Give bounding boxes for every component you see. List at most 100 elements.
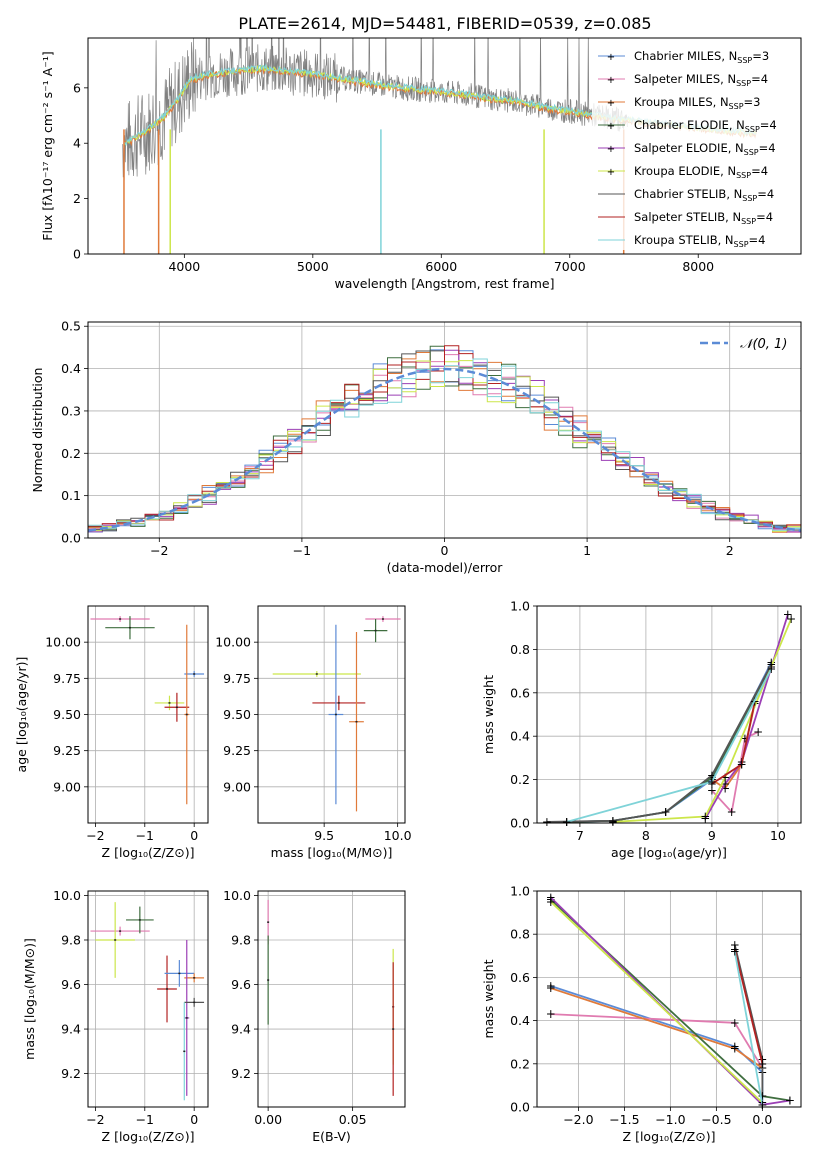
weight-series-marker: + xyxy=(785,1094,795,1108)
x-axis-label: E(B-V) xyxy=(312,1129,351,1144)
y-tick-label: 0.8 xyxy=(510,642,530,657)
weight-series-marker: + xyxy=(707,768,717,782)
weight-series-marker: + xyxy=(707,770,717,784)
x-axis-label: mass [log₁₀(M/M⊙)] xyxy=(271,845,393,860)
weight-series-marker: + xyxy=(720,781,730,795)
y-axis-label: mass weight xyxy=(481,675,496,754)
x-tick-label: 0 xyxy=(441,543,449,558)
axes-frame xyxy=(257,890,406,1108)
legend-label: Chabrier STELIB, NSSP=4 xyxy=(634,187,774,203)
legend-marker: + xyxy=(607,75,615,86)
y-tick-label: 0.2 xyxy=(510,772,530,787)
x-tick-label: 0.05 xyxy=(339,1112,367,1127)
y-tick-label: 0.2 xyxy=(510,1056,530,1071)
legend-marker: + xyxy=(607,121,615,132)
x-tick-label: −1.5 xyxy=(609,1112,639,1127)
legend-marker: + xyxy=(607,52,615,63)
weight-series-line xyxy=(566,668,773,823)
x-tick-label: 8 xyxy=(642,828,650,843)
weight_vs_z-panel: −2.0 −1.5 −1.0 −0.5 0.0 0.0 0.2 0.4 0.6 0.8 1.0 Z [… xyxy=(481,884,802,1144)
y-tick-label: 0.3 xyxy=(61,403,81,418)
y-axis-label: mass [log₁₀(M/M⊙)] xyxy=(22,938,37,1060)
weight-series-marker: + xyxy=(730,1040,740,1054)
y-tick-label: 0.8 xyxy=(510,927,530,942)
x-axis-label: wavelength [Angstrom, rest frame] xyxy=(334,276,554,291)
y-axis-label: Flux [fλ10⁻¹⁷ erg cm⁻² s⁻¹ A⁻¹] xyxy=(40,51,55,240)
x-tick-label: −2 xyxy=(86,828,104,843)
y-tick-label: 0.0 xyxy=(510,1100,530,1115)
y-tick-label: 0.0 xyxy=(510,816,530,831)
residual-histogram xyxy=(88,345,801,529)
legend-background xyxy=(592,44,798,250)
y-tick-label: 9.25 xyxy=(223,743,251,758)
weight-series-marker: + xyxy=(546,981,556,995)
weight-series-marker: + xyxy=(757,1052,767,1066)
weight-series-marker: + xyxy=(730,938,740,952)
x-tick-label: 2 xyxy=(726,543,734,558)
mass_vs_ebv-panel: 0.00 0.05 9.2 9.4 9.6 9.8 10.0 E(B-V) xyxy=(223,888,406,1144)
weight-series-marker: + xyxy=(730,1042,740,1056)
x-tick-label: 0 xyxy=(190,828,198,843)
legend-marker: + xyxy=(607,167,615,178)
x-tick-label: 1 xyxy=(583,543,591,558)
figure-title: PLATE=2614, MJD=54481, FIBERID=0539, z=0… xyxy=(238,14,651,33)
y-tick-label: 1.0 xyxy=(510,599,530,614)
weight-series-marker: + xyxy=(786,612,796,626)
weight-series-line xyxy=(733,949,764,1065)
legend-label: Chabrier MILES, NSSP=3 xyxy=(634,49,769,65)
weight-series-marker: + xyxy=(740,731,750,745)
legend-label: 𝒩(0, 1) xyxy=(740,337,787,352)
weight-series-marker: + xyxy=(700,812,710,826)
legend-marker: + xyxy=(607,98,615,109)
weight-series-marker: + xyxy=(757,1098,767,1112)
y-tick-label: 9.4 xyxy=(61,1022,81,1037)
weight-series-marker: + xyxy=(757,1089,767,1103)
weight-series-marker: + xyxy=(542,815,552,829)
x-axis-label: age [log₁₀(age/yr)] xyxy=(611,845,727,860)
y-axis-label: mass weight xyxy=(481,959,496,1038)
weight-series-line xyxy=(711,731,759,815)
normal-curve xyxy=(88,367,801,532)
weight-series-marker: + xyxy=(720,770,730,784)
x-tick-label: 4000 xyxy=(168,259,200,274)
x-tick-label: 7 xyxy=(576,828,584,843)
x-tick-label: −1 xyxy=(136,828,154,843)
weight-series-marker: + xyxy=(757,1057,767,1071)
legend-label: Salpeter MILES, NSSP=4 xyxy=(634,72,768,88)
weight-series-marker: + xyxy=(730,944,740,958)
weight-series-marker: + xyxy=(546,895,556,909)
y-tick-label: 2 xyxy=(73,191,81,206)
weight-series-marker: + xyxy=(700,809,710,823)
legend-label: Kroupa STELIB, NSSP=4 xyxy=(634,233,765,249)
y-tick-label: 9.50 xyxy=(223,707,251,722)
y-tick-label: 1.0 xyxy=(510,884,530,899)
weight-series-line xyxy=(704,614,789,820)
x-tick-label: 9.5 xyxy=(314,828,334,843)
x-tick-label: 0.0 xyxy=(752,1112,772,1127)
weight-series-marker: + xyxy=(546,1007,556,1021)
residuals-panel: −2 −1 0 1 2 0.0 0.1 0.2 0.3 0.4 0.5 (data-model)/er… xyxy=(30,319,802,575)
weight-series-line xyxy=(711,703,756,790)
x-tick-label: 0 xyxy=(190,1112,198,1127)
x-tick-label: −2 xyxy=(150,543,168,558)
y-tick-label: 9.2 xyxy=(61,1066,81,1081)
weight-series-marker: + xyxy=(707,775,717,789)
weight-series-marker: + xyxy=(546,979,556,993)
y-tick-label: 10.0 xyxy=(53,888,81,903)
y-tick-label: 0.4 xyxy=(61,361,81,376)
y-tick-label: 0.6 xyxy=(510,970,530,985)
weight-series-line xyxy=(733,944,764,1097)
y-tick-label: 9.25 xyxy=(53,743,81,758)
weight-series-marker: + xyxy=(766,655,776,669)
axes-frame xyxy=(87,37,802,255)
x-axis-label: Z [log₁₀(Z/Z⊙)] xyxy=(102,1129,195,1144)
weight-series-marker: + xyxy=(546,893,556,907)
y-tick-label: 0.1 xyxy=(61,488,81,503)
weight-series-marker: + xyxy=(730,1016,740,1030)
y-tick-label: 0 xyxy=(73,247,81,262)
axes-frame xyxy=(87,890,209,1108)
y-tick-label: 9.75 xyxy=(223,671,251,686)
x-tick-label: 10 xyxy=(770,828,786,843)
y-tick-label: 9.4 xyxy=(231,1022,251,1037)
x-tick-label: 7000 xyxy=(554,259,586,274)
